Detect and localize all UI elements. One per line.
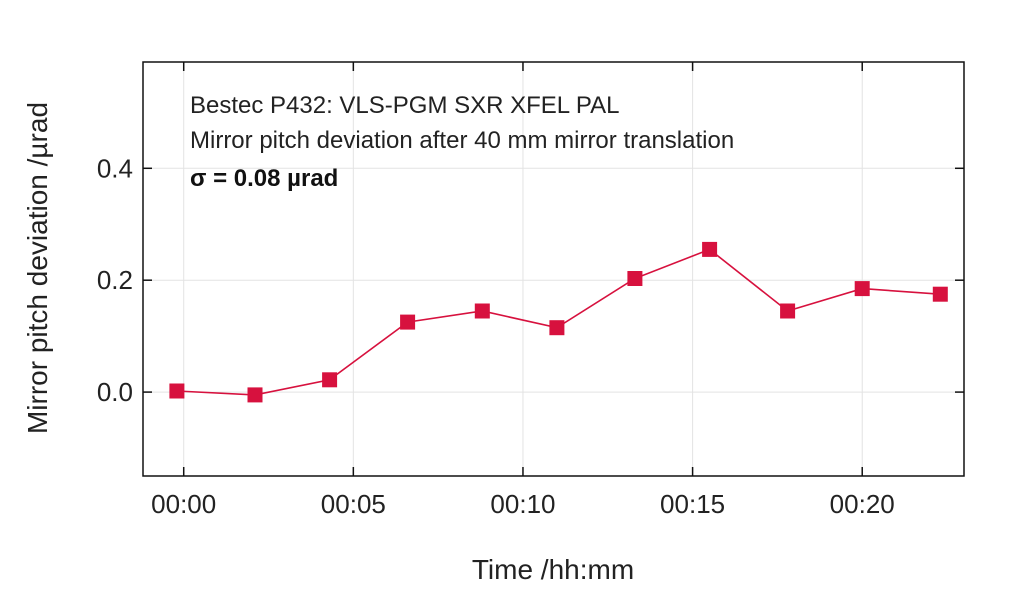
annotation-line-1: Bestec P432: VLS-PGM SXR XFEL PAL [190, 92, 620, 119]
data-point [169, 383, 185, 399]
data-point [474, 303, 490, 319]
y-tick-label: 0.2 [97, 265, 133, 295]
y-axis-title: Mirror pitch deviation /µrad [22, 102, 53, 434]
x-tick-label: 00:05 [321, 489, 386, 519]
x-axis-title: Time /hh:mm [472, 554, 634, 585]
annotation-line-2: Mirror pitch deviation after 40 mm mirro… [190, 127, 734, 154]
y-tick-label: 0.4 [97, 153, 133, 183]
x-tick-label: 00:00 [151, 489, 216, 519]
data-point [780, 303, 796, 319]
annotation-line-3: σ = 0.08 µrad [190, 165, 338, 192]
data-point [627, 271, 643, 286]
data-point [247, 387, 263, 403]
grid-layer [143, 62, 964, 476]
x-tick-label: 00:15 [660, 489, 725, 519]
annotation-block: Bestec P432: VLS-PGM SXR XFEL PAL Mirror… [190, 92, 734, 192]
plot-frame [142, 61, 965, 477]
data-point [702, 241, 718, 257]
x-tick-label: 00:20 [830, 489, 895, 519]
y-tick-label: 0.0 [97, 377, 133, 407]
x-tick-label: 00:10 [490, 489, 555, 519]
data-point [322, 372, 338, 388]
data-point [400, 314, 416, 330]
series-layer [169, 241, 948, 403]
data-point [854, 281, 870, 297]
data-point [549, 320, 565, 336]
tick-layer: 00:00 00:05 00:10 00:15 00:20 0.0 0.2 0.4 [97, 62, 964, 519]
data-point [932, 286, 948, 302]
